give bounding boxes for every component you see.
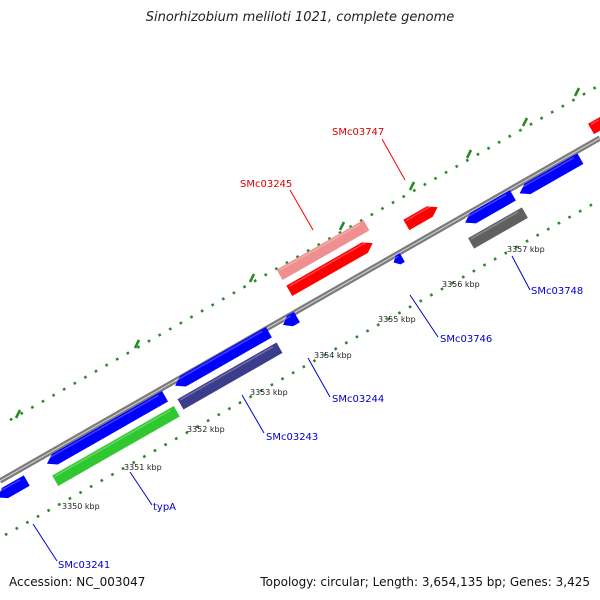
gene-smc03244-highlight xyxy=(174,330,263,382)
gene-smc03748-b xyxy=(518,153,584,195)
gene-label-smc03241: SMc03241 xyxy=(58,560,110,571)
gene-smc03245-light-shape xyxy=(276,219,370,281)
gene-smc03245 xyxy=(286,241,373,297)
gene-labels: SMc03747 SMc03245 SMc03748 SMc03746 SMc0… xyxy=(58,127,583,571)
gene-label-smc03747: SMc03747 xyxy=(332,127,384,138)
gene-smc03243-shape xyxy=(177,342,283,410)
major-tick xyxy=(408,181,416,191)
gene-typa-blue-shape xyxy=(46,391,169,465)
leader-smc03244 xyxy=(307,357,331,398)
gene-label-smc03245: SMc03245 xyxy=(240,179,292,190)
gene-label-smc03748: SMc03748 xyxy=(531,286,583,297)
gene-smc03746-highlight xyxy=(393,255,399,260)
gene-label-smc03746: SMc03746 xyxy=(440,334,492,345)
gene-smc03748-grey xyxy=(468,207,528,249)
leader-typa xyxy=(129,471,153,506)
gene-smc03748-a xyxy=(464,190,516,224)
gene-smc03244 xyxy=(174,326,272,387)
gene-right-red-shape xyxy=(588,115,600,135)
leader-smc03243 xyxy=(241,394,265,434)
gene-smc03747-shape xyxy=(403,206,438,231)
gene-features xyxy=(0,115,600,499)
gene-typa-blue xyxy=(46,391,169,465)
leader-smc03746 xyxy=(409,294,439,338)
major-tick xyxy=(133,339,141,349)
tick-label: 3353 kbp xyxy=(250,388,288,397)
gene-smc03746 xyxy=(393,253,405,265)
gene-label-smc03244: SMc03244 xyxy=(332,394,384,405)
gene-smc03244-small-highlight xyxy=(282,315,292,322)
major-tick xyxy=(14,409,22,419)
gene-smc03748-b-shape xyxy=(519,153,584,195)
gene-smc03245-highlight xyxy=(288,241,367,288)
gene-right-red xyxy=(588,115,600,135)
gene-smc03244-shape xyxy=(175,326,272,387)
gene-label-typa: typA xyxy=(153,502,176,513)
gene-smc03245-light xyxy=(276,219,370,281)
gene-right-red-highlight xyxy=(590,119,600,126)
gene-smc03748-grey-highlight xyxy=(470,211,519,240)
leader-smc03747 xyxy=(381,138,406,181)
tick-label: 3351 kbp xyxy=(124,463,162,472)
tick-label: 3355 kbp xyxy=(378,315,416,324)
tick-labels: 3350 kbp 3351 kbp 3352 kbp 3353 kbp 3354… xyxy=(62,245,545,511)
leader-smc03245 xyxy=(289,189,314,231)
map-title: Sinorhizobium meliloti 1021, complete ge… xyxy=(145,10,455,25)
gene-smc03748-b-highlight xyxy=(518,157,575,190)
tick-label: 3354 kbp xyxy=(314,351,352,360)
major-tick xyxy=(248,273,256,283)
major-tick xyxy=(521,117,529,127)
gene-typa-shape xyxy=(52,406,180,486)
gene-smc03747 xyxy=(403,205,438,231)
gene-label-smc03243: SMc03243 xyxy=(266,432,318,443)
gene-smc03244-small xyxy=(282,311,300,327)
gene-smc03245-shape xyxy=(286,242,373,297)
gene-smc03241-highlight xyxy=(0,479,21,494)
genome-summary-text: Topology: circular; Length: 3,654,135 bp… xyxy=(260,575,590,589)
major-tick xyxy=(573,87,581,97)
gene-smc03243-highlight xyxy=(179,346,274,401)
major-tick xyxy=(465,149,473,159)
gene-smc03241 xyxy=(0,475,30,499)
major-ticks-outer xyxy=(14,87,581,419)
label-leaders xyxy=(32,138,531,562)
gene-typa-highlight xyxy=(54,409,171,477)
genome-backbone-highlight xyxy=(0,137,600,482)
major-tick xyxy=(338,221,346,231)
gene-typa xyxy=(52,406,180,486)
gene-smc03747-highlight xyxy=(405,205,432,222)
gene-smc03243 xyxy=(177,342,283,410)
gene-smc03746-shape xyxy=(393,253,405,265)
tick-label: 3356 kbp xyxy=(442,280,480,289)
leader-smc03748 xyxy=(511,255,531,291)
leader-smc03241 xyxy=(32,523,58,562)
gene-smc03748-grey-shape xyxy=(468,207,528,249)
tick-label: 3352 kbp xyxy=(187,425,225,434)
gene-smc03244-small-shape xyxy=(283,311,300,327)
accession-text: Accession: NC_003047 xyxy=(9,575,146,589)
gene-smc03748-a-highlight xyxy=(464,193,507,219)
tick-label: 3350 kbp xyxy=(62,502,100,511)
gene-typa-blue-highlight xyxy=(46,394,159,460)
tick-label: 3357 kbp xyxy=(507,245,545,254)
gene-smc03241-shape xyxy=(0,475,30,499)
gene-smc03748-a-shape xyxy=(465,190,516,224)
gene-smc03245-light-highlight xyxy=(278,223,361,272)
